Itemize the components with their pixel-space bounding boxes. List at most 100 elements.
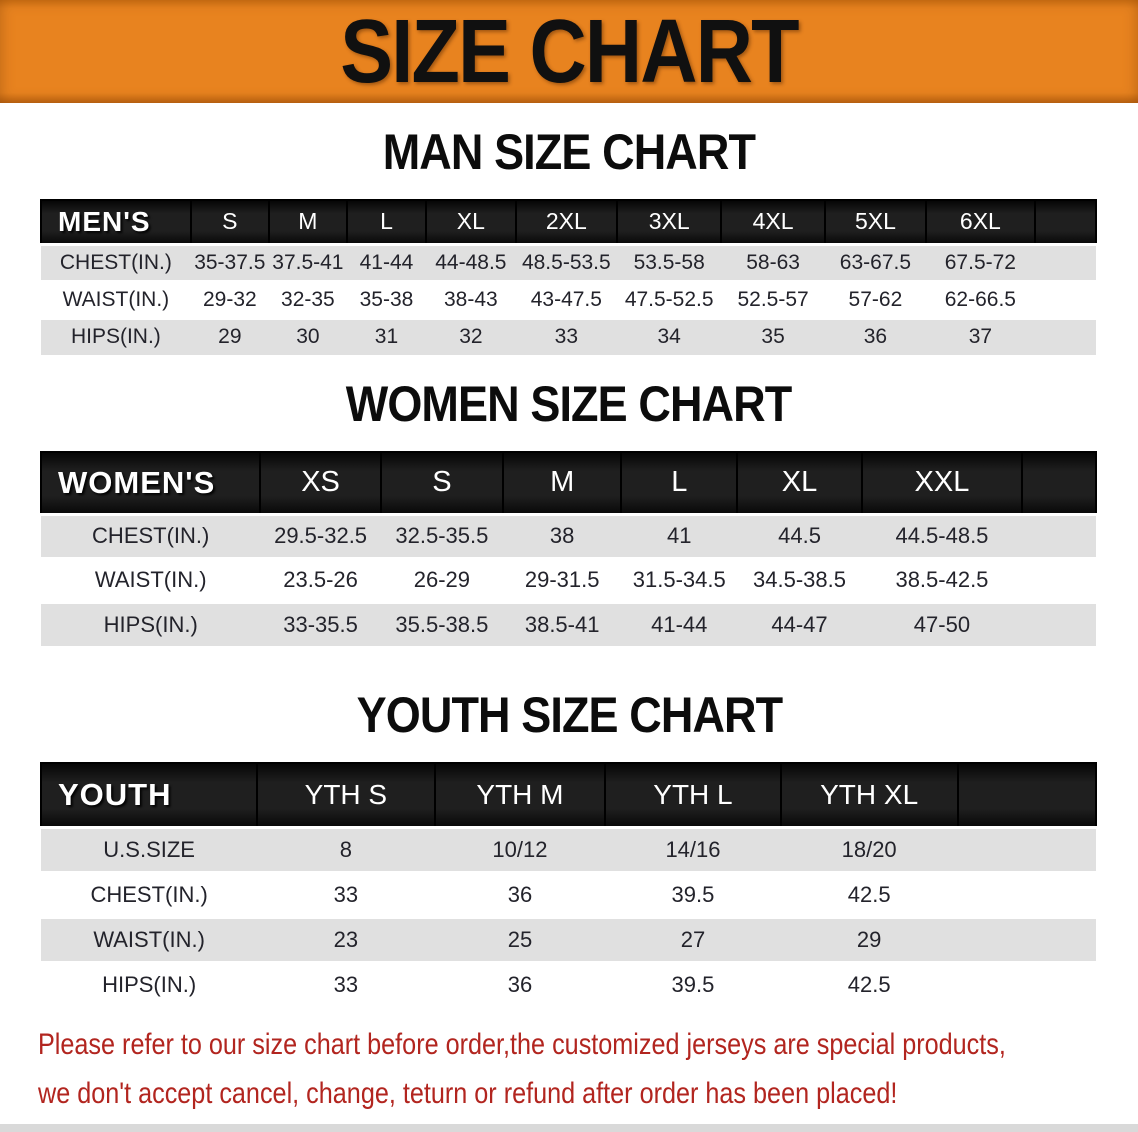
size-value-cell: 67.5-72 [926, 242, 1035, 281]
measurement-row: WAIST(IN.) 23.5-26 26-29 29-31.5 31.5-34.5 34… [41, 556, 1096, 602]
disclaimer-line-2: we don't accept cancel, change, teturn o… [38, 1077, 898, 1110]
women-size-table: WOMEN'S XS S M L XL XXL CHEST(IN.) 29.5-32.5 32.5… [39, 451, 1097, 646]
size-value-cell: 34.5-38.5 [737, 556, 862, 602]
youth-section-heading: YOUTH SIZE CHART [356, 687, 783, 743]
size-value-cell: 41 [621, 512, 738, 558]
size-value-cell: 57-62 [824, 279, 927, 318]
spacer-cell [1034, 242, 1096, 281]
size-value-cell: 29-32 [190, 279, 269, 318]
size-column-header: YTH S [256, 762, 436, 828]
measurement-label: U.S.SIZE [41, 825, 258, 872]
size-value-cell: 23.5-26 [260, 556, 381, 602]
size-value-cell: 47.5-52.5 [616, 279, 722, 318]
measurement-label: HIPS(IN.) [41, 960, 258, 1007]
size-column-header: XS [259, 451, 382, 515]
size-header-row: MEN'S S M L XL 2XL 3XL 4XL 5XL 6XL [40, 199, 1098, 245]
size-value-cell: 35.5-38.5 [380, 600, 504, 646]
size-value-cell: 36 [434, 960, 606, 1007]
measurement-row: CHEST(IN.) 29.5-32.5 32.5-35.5 38 41 44.5 44.5… [41, 512, 1096, 558]
size-value-cell: 18/20 [780, 825, 958, 872]
size-column-header: L [345, 199, 428, 245]
size-value-cell: 39.5 [605, 960, 781, 1007]
size-column-header: XL [736, 451, 863, 515]
size-chart-content: MAN SIZE CHART MEN'S S M L XL 2XL 3XL 4XL 5XL 6XL… [0, 127, 1138, 1121]
size-value-cell: 44.5-48.5 [861, 512, 1023, 558]
measurement-label: WAIST(IN.) [41, 279, 191, 318]
section-women: WOMEN SIZE CHART WOMEN'S XS S M L XL XXL CHEST(… [0, 379, 1138, 646]
size-value-cell: 41-44 [621, 600, 738, 646]
disclaimer-line-1: Please refer to our size chart before or… [38, 1028, 1006, 1061]
women-section-heading: WOMEN SIZE CHART [346, 376, 792, 432]
size-value-cell: 27 [605, 915, 781, 962]
size-value-cell: 29.5-32.5 [260, 512, 381, 558]
size-value-cell: 32.5-35.5 [380, 512, 504, 558]
measurement-row: U.S.SIZE 8 10/12 14/16 18/20 [41, 825, 1096, 872]
spacer-cell [957, 915, 1096, 962]
section-men: MAN SIZE CHART MEN'S S M L XL 2XL 3XL 4XL 5XL 6XL… [0, 127, 1138, 355]
spacer-cell [1022, 600, 1096, 646]
measurement-row: CHEST(IN.) 35-37.5 37.5-41 41-44 44-48.5 48.5… [41, 242, 1096, 281]
size-value-cell: 30 [268, 316, 347, 355]
size-value-cell: 48.5-53.5 [515, 242, 617, 281]
size-column-header: YTH L [604, 762, 782, 828]
size-column-header: XL [425, 199, 517, 245]
size-value-cell: 23 [257, 915, 435, 962]
measurement-label: CHEST(IN.) [41, 242, 191, 281]
spacer-cell [1034, 279, 1096, 318]
bottom-edge-strip [0, 1124, 1138, 1132]
spacer-cell [1022, 512, 1096, 558]
size-column-header: S [379, 451, 505, 515]
banner: SIZE CHART [0, 0, 1138, 103]
measurement-row: CHEST(IN.) 33 36 39.5 42.5 [41, 870, 1096, 917]
measurement-label: WAIST(IN.) [41, 915, 258, 962]
youth-size-table: YOUTH YTH S YTH M YTH L YTH XL U.S.SIZE 8 10/12… [39, 762, 1098, 1007]
size-value-cell: 42.5 [780, 870, 958, 917]
size-column-header: XXL [860, 451, 1024, 515]
size-value-cell: 25 [434, 915, 606, 962]
size-column-header: YTH M [433, 762, 607, 828]
size-column-header: YTH XL [779, 762, 959, 828]
size-value-cell: 33 [257, 870, 435, 917]
size-value-cell: 14/16 [605, 825, 781, 872]
spacer-cell [1034, 316, 1096, 355]
size-column-header: S [189, 199, 270, 245]
measurement-row: WAIST(IN.) 23 25 27 29 [41, 915, 1096, 962]
size-value-cell: 36 [824, 316, 927, 355]
size-column-header: 2XL [514, 199, 618, 245]
size-value-cell: 44-48.5 [426, 242, 516, 281]
measurement-row: HIPS(IN.) 33 36 39.5 42.5 [41, 960, 1096, 1007]
size-value-cell: 63-67.5 [824, 242, 927, 281]
size-value-cell: 31.5-34.5 [621, 556, 738, 602]
size-value-cell: 8 [257, 825, 435, 872]
size-value-cell: 41-44 [346, 242, 427, 281]
measurement-row: WAIST(IN.) 29-32 32-35 35-38 38-43 43-47.5 47.… [41, 279, 1096, 318]
page-title: SIZE CHART [340, 1, 799, 102]
size-value-cell: 29 [190, 316, 269, 355]
spacer-cell [957, 870, 1096, 917]
table-title-cell: WOMEN'S [39, 451, 262, 515]
size-value-cell: 31 [346, 316, 427, 355]
size-value-cell: 44-47 [737, 600, 862, 646]
measurement-row: HIPS(IN.) 29 30 31 32 33 34 35 36 37 [41, 316, 1096, 355]
measurement-label: WAIST(IN.) [41, 556, 261, 602]
table-title-cell: MEN'S [40, 199, 192, 245]
size-value-cell: 52.5-57 [721, 279, 825, 318]
measurement-label: HIPS(IN.) [41, 316, 191, 355]
size-value-cell: 33-35.5 [260, 600, 381, 646]
size-value-cell: 37.5-41 [268, 242, 347, 281]
size-column-header: 4XL [720, 199, 826, 245]
size-value-cell: 47-50 [861, 600, 1023, 646]
size-column-header: 6XL [925, 199, 1036, 245]
size-column-header: 3XL [615, 199, 723, 245]
spacer-cell [1022, 556, 1096, 602]
size-column-header: M [502, 451, 623, 515]
size-value-cell: 34 [616, 316, 722, 355]
spacer-cell [957, 825, 1096, 872]
size-value-cell: 32-35 [268, 279, 347, 318]
size-value-cell: 35-38 [346, 279, 427, 318]
size-value-cell: 44.5 [737, 512, 862, 558]
spacer-cell [1033, 199, 1098, 245]
size-value-cell: 38-43 [426, 279, 516, 318]
size-value-cell: 35 [721, 316, 825, 355]
size-value-cell: 26-29 [380, 556, 504, 602]
